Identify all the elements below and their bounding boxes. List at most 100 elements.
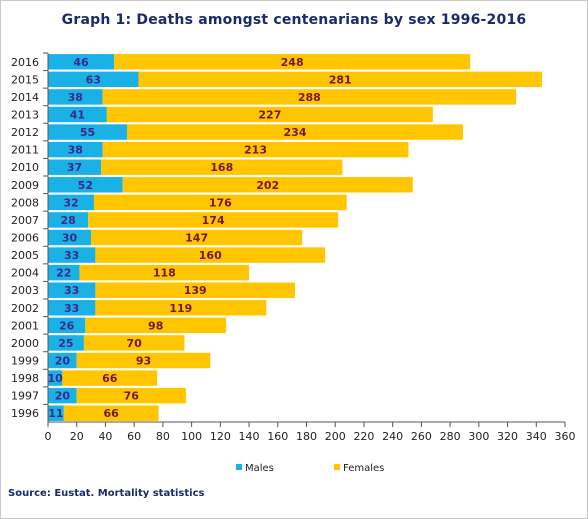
data-label-females-1996: 66 (104, 407, 120, 420)
data-label-males-2015: 63 (86, 73, 101, 86)
y-tick-label-2008: 2008 (11, 196, 39, 209)
data-label-males-2008: 32 (63, 196, 78, 209)
bar-females-2002 (95, 300, 267, 316)
bar-females-1997 (76, 387, 186, 404)
y-tick-label-1996: 1996 (11, 407, 39, 420)
data-label-females-2016: 248 (281, 56, 304, 69)
data-label-females-2003: 139 (184, 284, 207, 297)
y-tick-label-1997: 1997 (11, 390, 39, 403)
y-tick-label-2014: 2014 (11, 91, 39, 104)
bar-males-2015 (48, 71, 139, 88)
data-label-males-2005: 33 (64, 249, 79, 262)
data-label-females-2014: 288 (298, 91, 321, 104)
data-label-females-2001: 98 (148, 319, 163, 332)
x-tick-label-100: 100 (181, 430, 202, 443)
bar-males-2003 (48, 282, 96, 298)
x-tick-label-80: 80 (156, 430, 170, 443)
x-tick-label-200: 200 (325, 430, 346, 443)
data-label-females-2010: 168 (210, 161, 233, 174)
data-label-males-2010: 37 (67, 161, 82, 174)
bar-females-2016 (114, 54, 471, 70)
y-tick-label-2015: 2015 (11, 73, 39, 86)
data-label-males-2016: 46 (73, 56, 89, 69)
legend-label-males: Males (245, 463, 274, 474)
legend-swatch-females (334, 464, 340, 470)
data-label-females-2006: 147 (185, 232, 208, 245)
bar-males-2000 (48, 335, 84, 351)
y-tick-label-2004: 2004 (11, 267, 39, 280)
y-tick-label-2000: 2000 (11, 337, 39, 350)
data-label-males-2007: 28 (60, 214, 75, 227)
x-tick-label-240: 240 (382, 430, 403, 443)
x-tick-label-20: 20 (70, 430, 84, 443)
x-tick-label-60: 60 (127, 430, 141, 443)
x-tick-label-160: 160 (267, 430, 288, 443)
x-tick-label-320: 320 (497, 430, 518, 443)
bar-females-2004 (79, 264, 250, 281)
bar-females-2008 (93, 194, 347, 211)
legend: Males Females (236, 463, 384, 474)
data-label-males-2013: 41 (70, 109, 85, 122)
bar-females-2005 (95, 247, 326, 263)
bar-females-2000 (83, 335, 185, 351)
bar-males-2009 (48, 177, 123, 193)
bar-males-2010 (48, 159, 102, 175)
data-label-females-2005: 160 (199, 249, 222, 262)
data-label-males-1997: 20 (55, 390, 71, 403)
chart-title: Graph 1: Deaths amongst centenarians by … (61, 12, 527, 28)
source-note: Source: Eustat. Mortality statistics (8, 488, 205, 499)
y-tick-label-2010: 2010 (11, 161, 39, 174)
x-tick-label-120: 120 (210, 430, 231, 443)
data-label-males-2003: 33 (64, 284, 79, 297)
data-label-males-2012: 55 (80, 126, 95, 139)
y-tick-label-2002: 2002 (11, 302, 39, 315)
x-tick-label-0: 0 (45, 430, 52, 443)
y-tick-label-1998: 1998 (11, 372, 39, 385)
data-label-females-2011: 213 (244, 144, 267, 157)
bar-males-2007 (48, 212, 89, 228)
bar-females-1998 (62, 370, 158, 386)
bar-males-2001 (48, 317, 86, 334)
y-tick-label-2005: 2005 (11, 249, 39, 262)
legend-label-females: Females (343, 463, 384, 474)
data-label-males-2004: 22 (56, 267, 71, 280)
bar-females-2013 (106, 106, 433, 123)
x-tick-label-140: 140 (239, 430, 260, 443)
bar-females-2003 (95, 282, 296, 298)
bar-females-2015 (138, 71, 543, 88)
y-tick-label-2007: 2007 (11, 214, 39, 227)
bar-females-2010 (101, 159, 343, 175)
bar-females-2012 (126, 124, 464, 140)
x-tick-label-40: 40 (98, 430, 112, 443)
y-tick-label-2006: 2006 (11, 232, 39, 245)
bar-females-2009 (122, 177, 413, 193)
data-label-females-2002: 119 (169, 302, 192, 315)
data-label-females-2000: 70 (127, 337, 143, 350)
data-label-females-2009: 202 (256, 179, 279, 192)
bar-females-2001 (85, 317, 227, 334)
bar-males-2013 (48, 106, 107, 123)
data-label-females-1999: 93 (136, 355, 151, 368)
bar-females-1999 (76, 352, 211, 369)
bar-males-2002 (48, 300, 96, 316)
y-tick-label-2009: 2009 (11, 179, 39, 192)
bar-females-2007 (88, 212, 339, 228)
x-tick-label-280: 280 (440, 430, 461, 443)
data-label-females-1998: 66 (102, 372, 118, 385)
data-label-males-2002: 33 (64, 302, 79, 315)
bar-females-2011 (102, 141, 409, 158)
x-tick-label-360: 360 (555, 430, 576, 443)
axes-group: 2016201520142013201220112010200920082007… (11, 52, 576, 443)
data-label-males-1998: 10 (48, 372, 64, 385)
bar-males-1998 (48, 370, 63, 386)
data-label-females-2013: 227 (258, 109, 281, 122)
y-tick-label-2001: 2001 (11, 319, 39, 332)
bar-males-2005 (48, 247, 96, 263)
bar-males-1997 (48, 387, 77, 404)
bar-males-2004 (48, 264, 80, 281)
y-tick-label-2011: 2011 (11, 144, 39, 157)
data-label-females-2007: 174 (202, 214, 225, 227)
bar-males-2012 (48, 124, 127, 140)
